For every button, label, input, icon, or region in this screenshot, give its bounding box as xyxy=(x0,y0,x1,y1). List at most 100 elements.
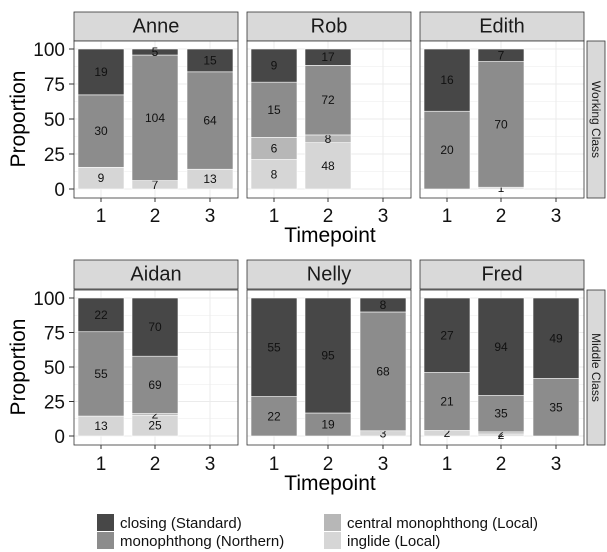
y-tick-label: 100 xyxy=(33,289,65,310)
x-tick-label: 2 xyxy=(323,206,334,227)
bar-segment-mono xyxy=(250,396,298,437)
bar-segment-closing xyxy=(131,297,179,357)
data-label: 5 xyxy=(152,45,159,59)
bar-segment-mono xyxy=(477,61,525,188)
x-tick-label: 3 xyxy=(378,454,389,475)
data-label: 64 xyxy=(203,114,217,128)
panel-border xyxy=(419,289,585,446)
legend-label: central monophthong (Local) xyxy=(347,515,538,532)
data-label: 9 xyxy=(271,59,278,73)
x-tick-label: 1 xyxy=(442,454,453,475)
data-label: 48 xyxy=(321,159,335,173)
facet-strip-label: Aidan xyxy=(130,264,181,286)
panel-border xyxy=(73,40,239,199)
data-label: 68 xyxy=(376,364,390,378)
y-tick-label: 0 xyxy=(54,427,65,448)
bar-segment-closing xyxy=(477,48,525,62)
facet-strip xyxy=(246,259,412,290)
facet-strip xyxy=(419,259,585,290)
x-tick-label: 1 xyxy=(442,206,453,227)
panel-border xyxy=(246,40,412,199)
x-tick-label: 2 xyxy=(150,454,161,475)
row-strip-label: Working Class xyxy=(589,81,603,158)
data-label: 35 xyxy=(549,400,563,414)
x-tick-label: 1 xyxy=(269,206,280,227)
x-tick-label: 2 xyxy=(496,206,507,227)
panel-border xyxy=(419,40,585,199)
data-label: 35 xyxy=(494,407,508,421)
bar-segment-mono xyxy=(250,81,298,138)
x-tick-label: 1 xyxy=(96,454,107,475)
facet-strip-label: Edith xyxy=(479,16,525,38)
bar-segment-mono xyxy=(77,94,125,168)
bar-segment-closing xyxy=(131,48,179,56)
row-strip xyxy=(586,40,606,199)
data-label: 2 xyxy=(444,426,451,440)
x-tick-label: 2 xyxy=(323,454,334,475)
panel-border xyxy=(73,289,239,446)
facet-strip xyxy=(246,11,412,42)
data-label: 25 xyxy=(148,419,162,433)
bar-segment-inglide xyxy=(304,142,352,190)
data-label: 13 xyxy=(203,172,217,186)
data-label: 69 xyxy=(148,378,162,392)
bar-segment-mono xyxy=(359,311,407,432)
data-label: 13 xyxy=(94,419,108,433)
data-label: 8 xyxy=(271,167,278,181)
y-tick-label: 75 xyxy=(44,324,65,345)
bar-segment-closing xyxy=(304,48,352,66)
y-tick-label: 25 xyxy=(44,145,65,166)
data-label: 30 xyxy=(94,124,108,138)
y-tick-label: 50 xyxy=(44,110,65,131)
data-label: 8 xyxy=(380,298,387,312)
bar-segment-mono xyxy=(77,331,125,417)
data-label: 49 xyxy=(549,331,563,345)
y-tick-label: 25 xyxy=(44,393,65,414)
bar-segment-closing xyxy=(423,297,471,373)
data-label: 7 xyxy=(152,178,159,192)
data-label: 3 xyxy=(380,426,387,440)
facet-strip-label: Fred xyxy=(481,264,522,286)
data-label: 1 xyxy=(498,181,505,195)
bar-segment-closing xyxy=(359,297,407,313)
bar-segment-mono xyxy=(186,71,234,170)
bar-segment-closing xyxy=(423,48,471,112)
x-tick-label: 3 xyxy=(551,454,562,475)
data-label: 55 xyxy=(267,340,281,354)
data-label: 22 xyxy=(94,308,108,322)
data-label: 104 xyxy=(145,111,165,125)
data-label: 16 xyxy=(440,73,454,87)
legend-swatch-central xyxy=(324,514,341,531)
data-label: 15 xyxy=(203,53,217,67)
bar-segment-mono xyxy=(423,110,471,190)
data-label: 8 xyxy=(325,132,332,146)
data-label: 70 xyxy=(494,117,508,131)
data-label: 19 xyxy=(94,65,108,79)
data-label: 20 xyxy=(440,143,454,157)
bar-segment-closing xyxy=(250,297,298,397)
data-label: 27 xyxy=(440,328,454,342)
y-tick-label: 50 xyxy=(44,358,65,379)
panel-border xyxy=(246,289,412,446)
x-tick-label: 3 xyxy=(205,454,216,475)
y-tick-label: 75 xyxy=(44,75,65,96)
bar-segment-mono xyxy=(131,355,179,414)
y-tick-label: 0 xyxy=(54,180,65,201)
facet-strip xyxy=(73,11,239,42)
row-strip xyxy=(586,289,606,446)
data-label: 21 xyxy=(440,395,454,409)
bar-segment-closing xyxy=(477,297,525,396)
data-label: 7 xyxy=(498,48,505,62)
data-label: 15 xyxy=(267,103,281,117)
bar-segment-mono xyxy=(532,378,580,437)
x-tick-label: 3 xyxy=(551,206,562,227)
bar-segment-closing xyxy=(77,48,125,96)
legend-swatch-mono xyxy=(97,532,114,549)
legend-label: monophthong (Northern) xyxy=(120,533,284,550)
bar-segment-mono xyxy=(477,395,525,433)
x-axis-title: Timepoint xyxy=(284,472,376,495)
bar-segment-inglide xyxy=(250,159,298,190)
data-label: 19 xyxy=(321,418,335,432)
x-tick-label: 2 xyxy=(496,454,507,475)
